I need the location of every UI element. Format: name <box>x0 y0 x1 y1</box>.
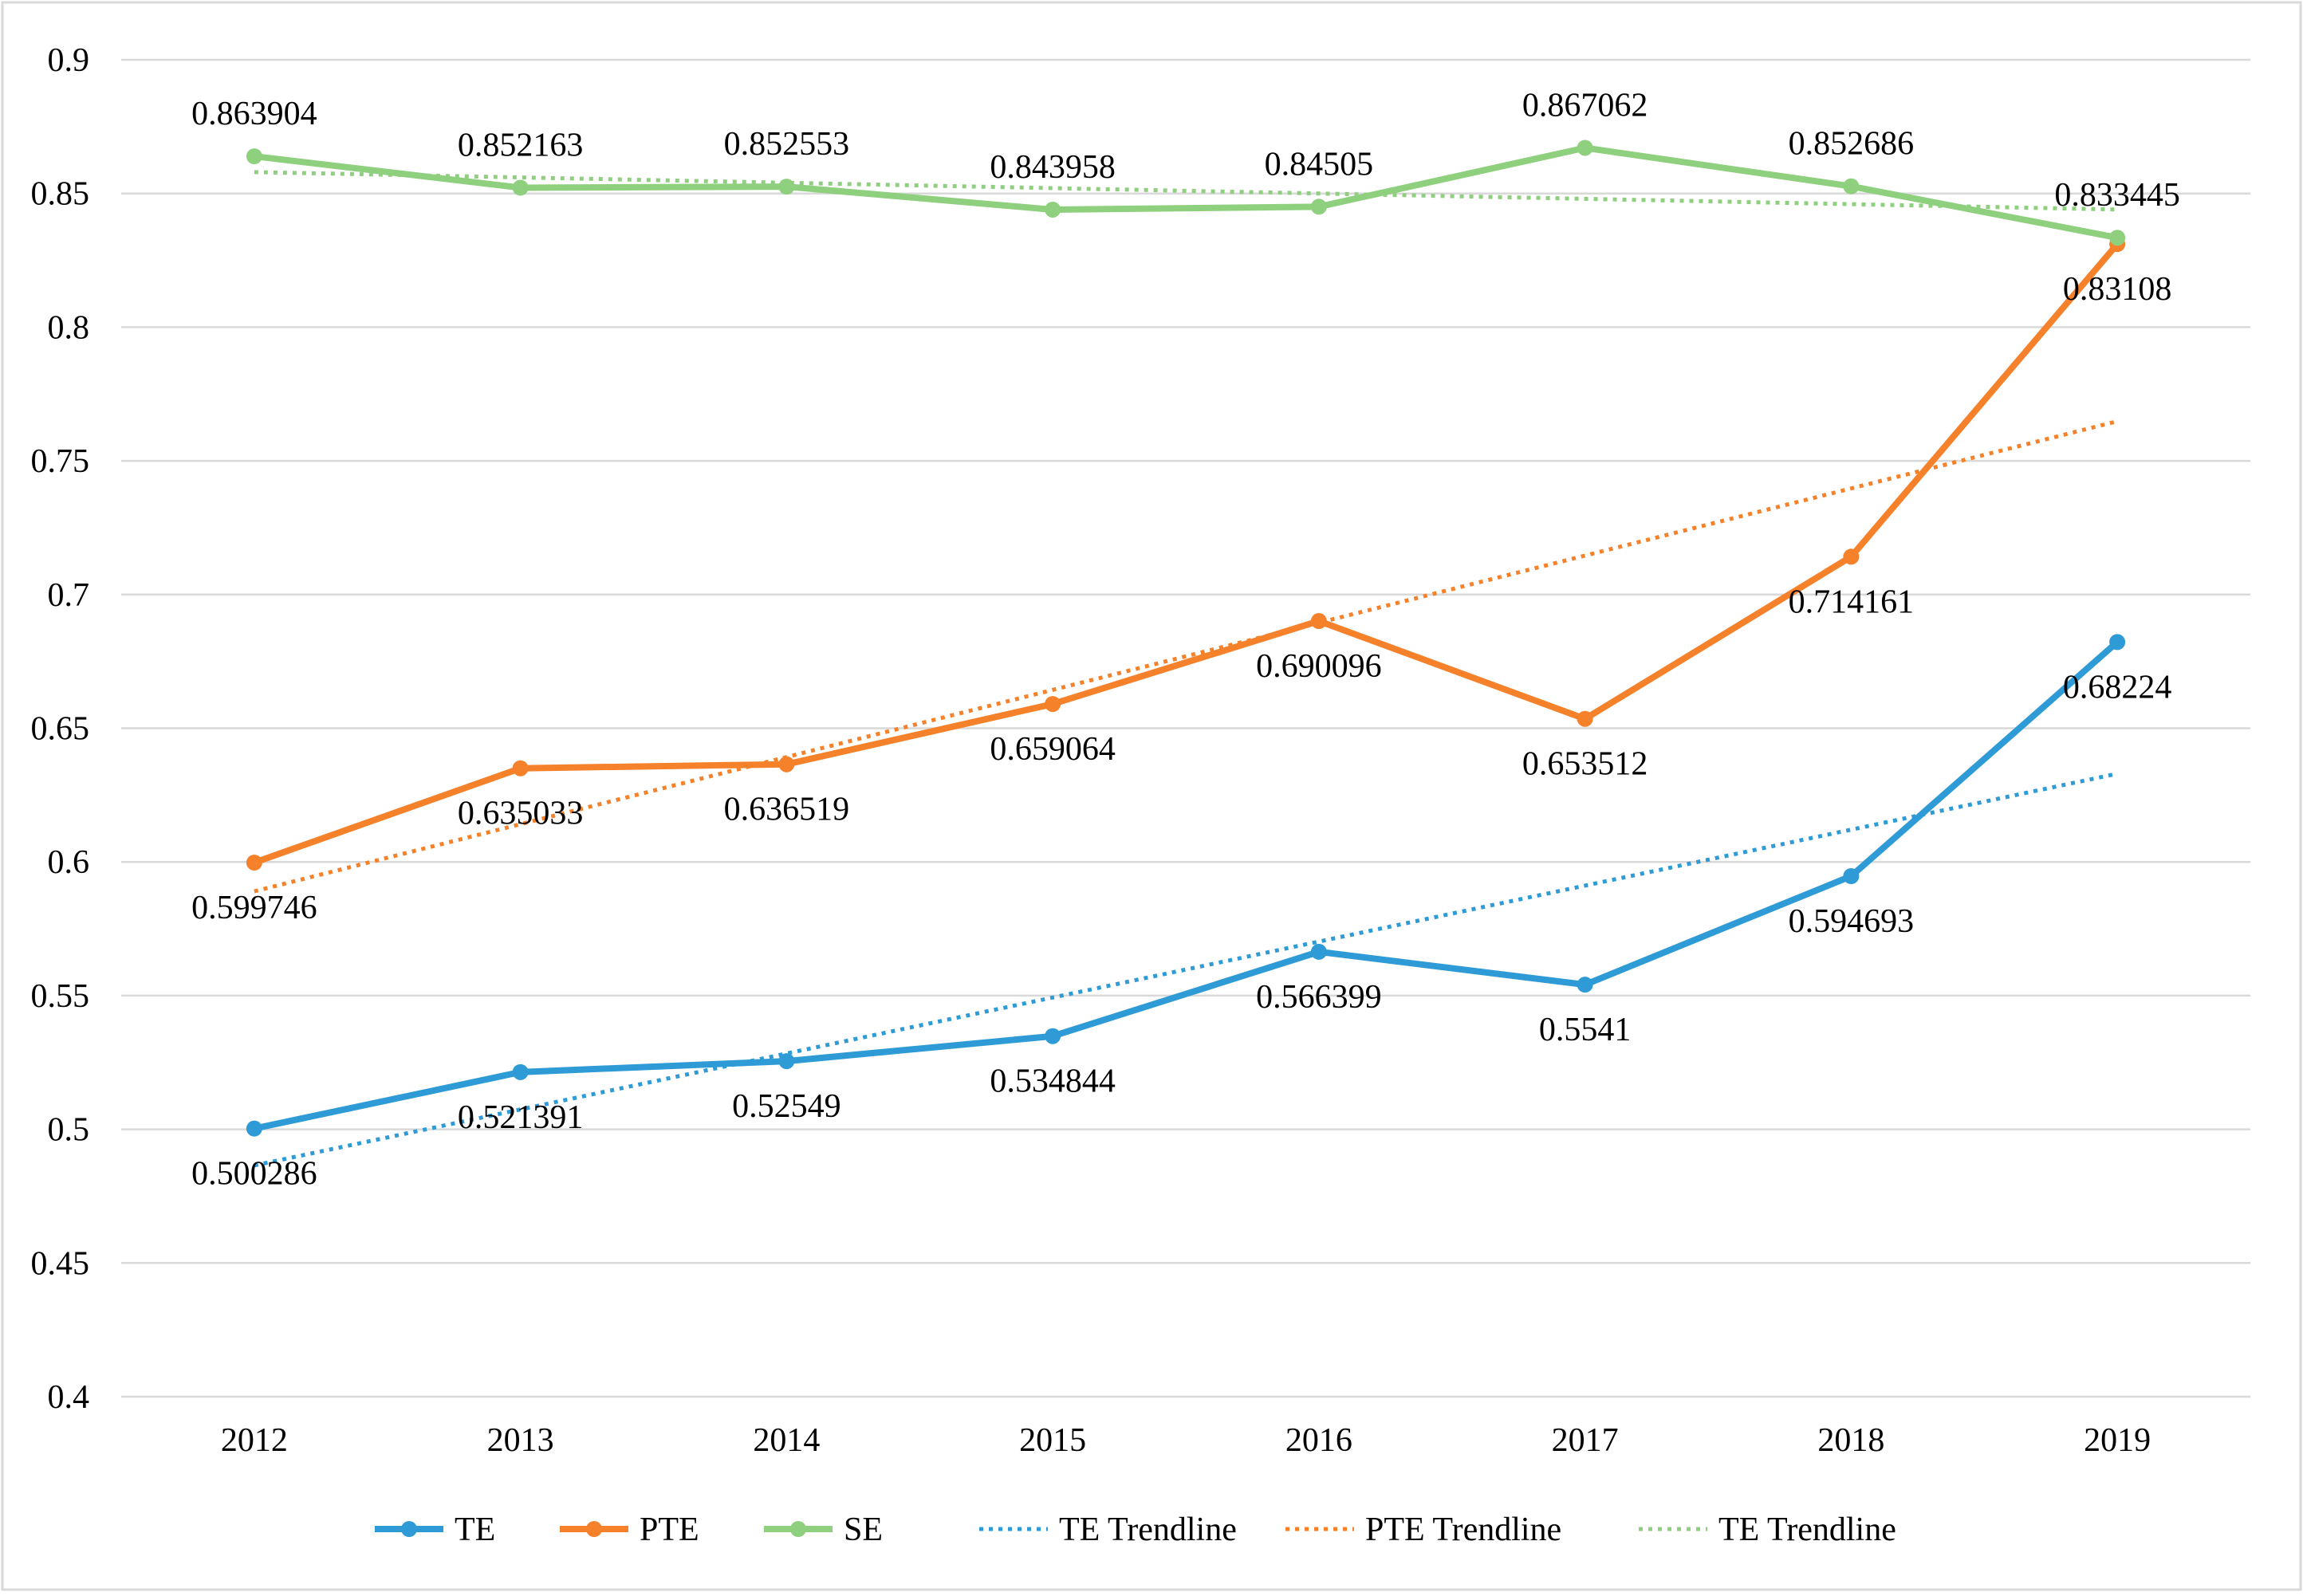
data-point-te <box>246 1120 262 1137</box>
data-point-se <box>246 148 262 165</box>
trendline-2 <box>254 170 2118 212</box>
data-label-se: 0.84505 <box>1265 146 1374 183</box>
x-tick-label: 2012 <box>221 1422 288 1459</box>
y-tick-label: 0.55 <box>31 978 90 1015</box>
legend-marker <box>586 1521 602 1537</box>
trendline-0 <box>254 772 2118 1168</box>
data-label-te: 0.534844 <box>990 1063 1116 1100</box>
data-point-te <box>778 1053 795 1070</box>
trendlines <box>254 170 2118 1168</box>
y-tick-label: 0.65 <box>31 711 90 748</box>
data-point-pte <box>246 855 262 871</box>
data-point-pte <box>1310 613 1327 630</box>
y-tick-label: 0.4 <box>48 1379 90 1416</box>
data-point-te <box>2109 634 2126 651</box>
x-tick-label: 2013 <box>487 1422 554 1459</box>
data-label-te: 0.566399 <box>1256 979 1382 1016</box>
series-line-se <box>250 144 2121 242</box>
data-point-se <box>2109 230 2126 246</box>
data-point-se <box>512 179 529 196</box>
data-label-te: 0.5541 <box>1539 1012 1632 1048</box>
data-point-pte <box>1577 710 1593 727</box>
legend-label: TE Trendline <box>1718 1511 1896 1548</box>
data-label-se: 0.852163 <box>458 127 584 163</box>
data-point-te <box>512 1063 529 1080</box>
data-point-pte <box>778 756 795 772</box>
data-label-te: 0.500286 <box>191 1156 317 1193</box>
data-label-pte: 0.659064 <box>990 731 1116 768</box>
x-tick-label: 2014 <box>753 1422 820 1459</box>
y-tick-label: 0.75 <box>31 443 90 480</box>
series-line-te <box>250 639 2121 1132</box>
x-tick-label: 2015 <box>1019 1422 1086 1459</box>
data-point-te <box>1045 1028 1061 1044</box>
legend: TE PTE SE TE Trendline PTE Trendline TE Trend… <box>375 1511 1896 1548</box>
data-point-se <box>1045 201 1061 218</box>
y-tick-label: 0.85 <box>31 176 90 213</box>
data-point-se <box>778 179 795 195</box>
data-labels: 0.500286 0.521391 0.52549 0.534844 0.566399 0… <box>191 87 2180 1192</box>
y-tick-label: 0.9 <box>48 42 90 79</box>
data-label-pte: 0.635033 <box>458 796 584 832</box>
series-line-pte <box>250 241 2121 867</box>
x-tick-label: 2016 <box>1285 1422 1352 1459</box>
legend-label: PTE <box>640 1511 699 1548</box>
data-point-se <box>1843 178 1860 195</box>
legend-label: SE <box>844 1511 883 1548</box>
data-label-se: 0.852686 <box>1789 126 1915 163</box>
x-tick-label: 2018 <box>1817 1422 1884 1459</box>
data-point-te <box>1310 943 1327 960</box>
data-label-te: 0.521391 <box>458 1099 584 1136</box>
data-label-se: 0.863904 <box>191 96 317 132</box>
data-label-pte: 0.599746 <box>191 890 317 926</box>
data-point-se <box>1310 199 1327 215</box>
y-tick-label: 0.6 <box>48 844 90 881</box>
legend-label: PTE Trendline <box>1365 1511 1561 1548</box>
data-label-pte: 0.653512 <box>1522 746 1648 783</box>
legend-label: TE Trendline <box>1059 1511 1237 1548</box>
y-tick-label: 0.45 <box>31 1245 90 1282</box>
y-tick-label: 0.5 <box>48 1112 90 1149</box>
legend-marker <box>401 1521 417 1537</box>
x-tick-label: 2019 <box>2084 1422 2151 1459</box>
data-label-pte: 0.714161 <box>1789 584 1915 620</box>
trendline-1 <box>254 419 2118 894</box>
x-axis-tick-labels: 2012 2013 2014 2015 2016 2017 2018 2019 <box>221 1422 2151 1459</box>
data-label-pte: 0.83108 <box>2063 271 2172 308</box>
data-point-pte <box>1843 548 1860 565</box>
data-label-te: 0.68224 <box>2063 669 2172 706</box>
legend-label: TE <box>455 1511 495 1548</box>
data-point-te <box>1577 977 1593 993</box>
data-label-te: 0.594693 <box>1789 903 1915 940</box>
data-label-se: 0.852553 <box>724 126 850 163</box>
data-label-pte: 0.690096 <box>1256 648 1382 685</box>
data-label-se: 0.833445 <box>2054 177 2180 214</box>
data-point-te <box>1843 867 1860 884</box>
y-tick-label: 0.8 <box>48 309 90 346</box>
data-label-pte: 0.636519 <box>724 792 850 828</box>
data-point-pte <box>1045 696 1061 713</box>
data-point-pte <box>512 760 529 776</box>
data-label-se: 0.843958 <box>990 149 1116 186</box>
legend-marker <box>790 1521 806 1537</box>
x-tick-label: 2017 <box>1552 1422 1619 1459</box>
data-label-se: 0.867062 <box>1522 87 1648 124</box>
data-label-te: 0.52549 <box>732 1088 841 1125</box>
y-axis-tick-labels: 0.4 0.45 0.5 0.55 0.6 0.65 0.7 0.75 0.8 0.85 0.9 <box>31 42 90 1416</box>
data-point-se <box>1577 140 1593 156</box>
series-lines <box>246 140 2126 1137</box>
y-tick-label: 0.7 <box>48 577 90 614</box>
